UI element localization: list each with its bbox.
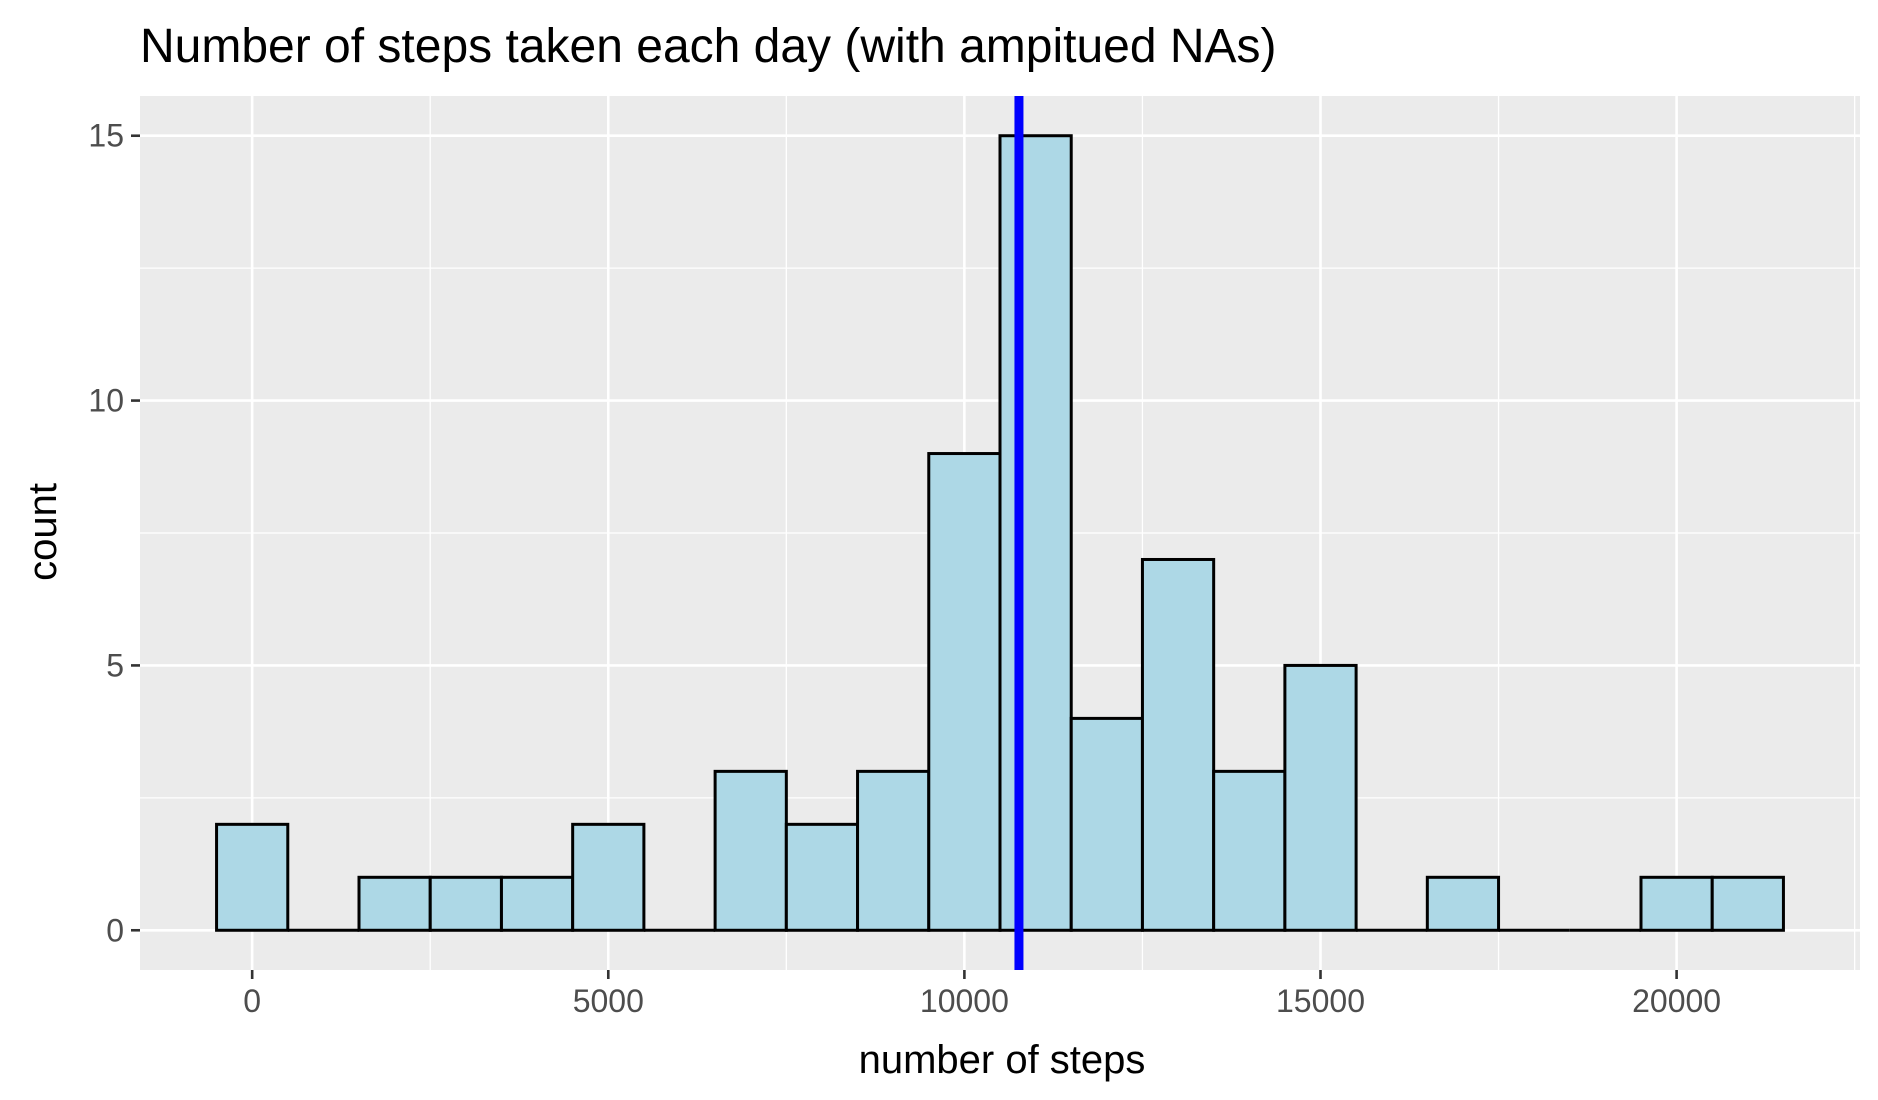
x-axis-title: number of steps bbox=[859, 1038, 1146, 1082]
histogram-bar bbox=[1425, 875, 1501, 932]
histogram-bar bbox=[998, 134, 1073, 932]
x-tick-label: 20000 bbox=[1632, 983, 1721, 1019]
histogram-bar bbox=[1283, 663, 1358, 932]
x-tick-label: 15000 bbox=[1276, 983, 1365, 1019]
x-tick-label: 10000 bbox=[920, 983, 1009, 1019]
x-axis: 0 5000 10000 15000 20000 bbox=[243, 970, 1721, 1019]
y-tick-label: 10 bbox=[88, 383, 124, 419]
histogram-bar bbox=[856, 769, 931, 932]
y-tick-label: 15 bbox=[88, 118, 124, 154]
x-tick-label: 0 bbox=[243, 983, 261, 1019]
histogram-bar bbox=[428, 875, 503, 932]
histogram-bar bbox=[571, 822, 646, 932]
y-tick-label: 0 bbox=[106, 912, 124, 948]
y-axis-title: count bbox=[21, 483, 65, 581]
histogram-bar bbox=[1212, 769, 1287, 932]
histogram-bars bbox=[215, 134, 1785, 932]
histogram-bar bbox=[713, 769, 788, 932]
chart-title: Number of steps taken each day (with amp… bbox=[140, 20, 1277, 73]
histogram-bar bbox=[215, 822, 290, 932]
histogram-bar bbox=[499, 875, 575, 932]
histogram-bar bbox=[1639, 875, 1714, 932]
x-tick-label: 5000 bbox=[573, 983, 644, 1019]
y-tick-label: 5 bbox=[106, 647, 124, 683]
histogram-bar bbox=[357, 875, 432, 932]
histogram-bar bbox=[1710, 875, 1785, 932]
histogram-bar bbox=[927, 452, 1002, 932]
histogram-bar bbox=[784, 822, 860, 932]
histogram-bar bbox=[1069, 716, 1144, 932]
histogram-bar bbox=[1140, 557, 1216, 932]
y-axis: 0 5 10 15 bbox=[88, 118, 140, 948]
